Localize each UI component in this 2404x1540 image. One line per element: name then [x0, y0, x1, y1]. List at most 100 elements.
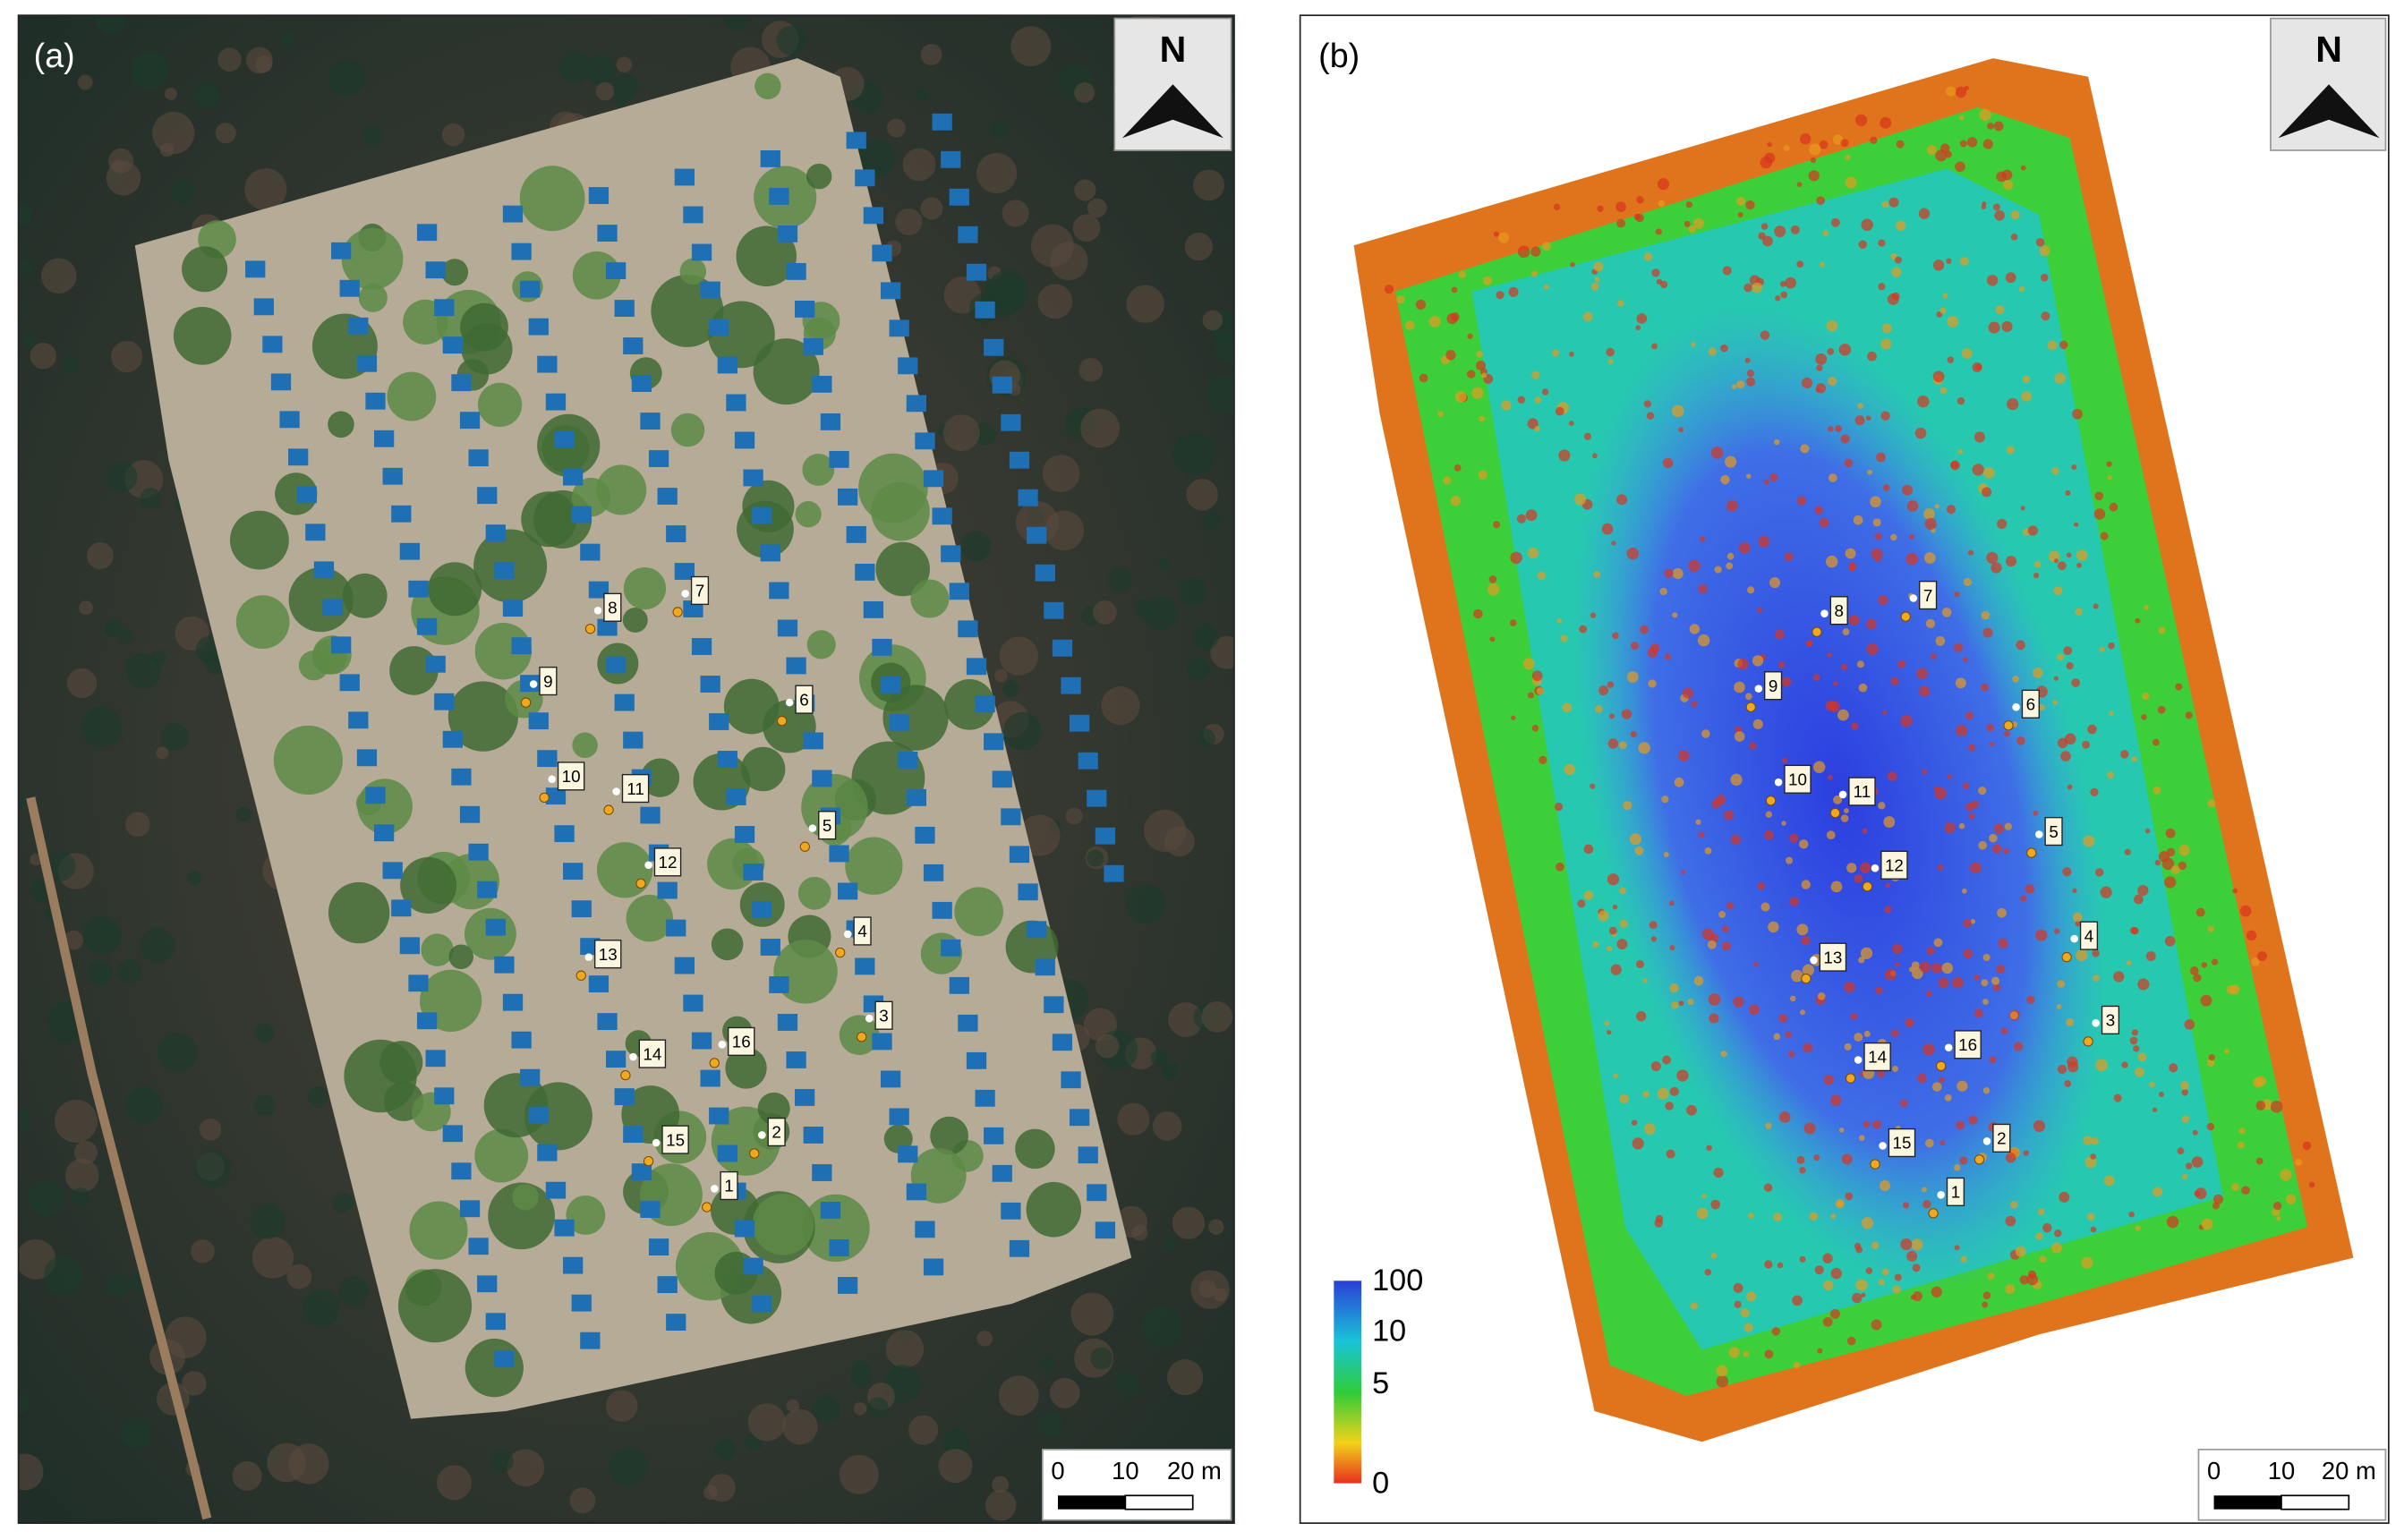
density-speck: [2014, 1042, 2024, 1051]
density-speck: [1932, 370, 1945, 383]
shrub: [773, 940, 838, 1004]
density-speck: [1693, 975, 1704, 986]
density-speck: [1854, 114, 1868, 127]
density-speck: [1632, 1137, 1644, 1150]
photo-footprint: [537, 355, 558, 373]
density-speck: [1720, 1051, 1727, 1058]
photo-footprint: [752, 506, 772, 524]
shrub: [512, 1184, 539, 1211]
density-speck: [2063, 646, 2073, 656]
check-point-target: [1944, 1043, 1953, 1052]
photo-footprint: [872, 638, 892, 656]
density-speck: [1809, 1212, 1819, 1221]
density-speck: [2006, 446, 2016, 455]
photo-footprint: [442, 1125, 463, 1143]
density-speck: [1604, 1020, 1609, 1026]
photo-footprint: [605, 262, 627, 279]
density-speck: [1800, 444, 1810, 454]
density-speck: [1493, 231, 1499, 237]
photo-footprint: [966, 1051, 987, 1069]
density-speck: [1944, 1093, 1952, 1102]
density-speck: [1488, 575, 1497, 583]
shrub: [400, 856, 457, 915]
density-speck: [1982, 1301, 1989, 1308]
point-label-box: [2079, 921, 2099, 950]
tree-crown: [194, 1150, 232, 1188]
photo-footprint: [545, 393, 567, 411]
density-speck: [1709, 1013, 1719, 1024]
photo-footprint: [872, 1033, 892, 1051]
density-speck: [1428, 315, 1441, 328]
photo-footprint: [391, 505, 412, 523]
photo-footprint: [640, 806, 661, 824]
density-speck: [1882, 710, 1888, 715]
tree-crown: [61, 355, 80, 374]
density-speck: [1765, 811, 1773, 818]
density-speck: [1845, 548, 1856, 559]
density-speck: [2076, 562, 2082, 568]
tree-crown: [1133, 598, 1153, 617]
check-point-target: [844, 930, 852, 939]
density-speck: [1756, 607, 1763, 613]
photo-footprint: [1095, 1221, 1116, 1239]
shrub: [460, 302, 508, 352]
point-label: 5: [2049, 822, 2058, 841]
density-speck: [2054, 372, 2066, 385]
density-speck: [1900, 1238, 1913, 1250]
density-speck: [2000, 1027, 2008, 1035]
density-speck: [2039, 245, 2050, 257]
density-speck: [1669, 1086, 1679, 1096]
photo-footprint: [1069, 714, 1090, 732]
photo-footprint: [717, 1144, 737, 1162]
photo-footprint: [554, 825, 575, 843]
photo-footprint: [434, 299, 455, 317]
shrub: [342, 573, 388, 618]
density-speck: [1955, 161, 1965, 173]
density-speck: [1851, 722, 1859, 730]
check-point: [603, 804, 614, 815]
density-speck: [1973, 974, 1981, 981]
density-speck: [1623, 801, 1633, 811]
density-speck: [1606, 347, 1615, 357]
density-speck: [1726, 562, 1734, 570]
density-speck: [1830, 1213, 1837, 1220]
photo-footprint: [520, 1068, 541, 1086]
density-speck: [1662, 457, 1674, 469]
photo-footprint: [743, 864, 763, 881]
density-speck: [1595, 705, 1603, 713]
tree-crown: [250, 1203, 286, 1239]
check-point: [1812, 626, 1822, 637]
point-label: 9: [543, 672, 552, 691]
density-speck: [1672, 612, 1678, 618]
density-speck: [2074, 522, 2079, 527]
density-speck: [1661, 796, 1669, 804]
density-speck: [1853, 515, 1863, 525]
density-speck: [2185, 711, 2193, 719]
density-speck: [1531, 670, 1543, 682]
density-speck: [1894, 256, 1902, 264]
check-point: [584, 624, 596, 634]
density-speck: [1973, 431, 1985, 443]
photo-footprint: [365, 392, 386, 410]
density-speck: [1508, 286, 1519, 297]
tree-crown: [437, 1465, 473, 1501]
tree-crown: [111, 340, 143, 373]
density-speck: [1796, 260, 1804, 268]
photo-footprint: [614, 1088, 635, 1106]
photo-footprint: [511, 1031, 532, 1049]
photo-footprint: [537, 1144, 558, 1161]
tree-crown: [490, 1449, 514, 1473]
point-label: 13: [1823, 948, 1842, 966]
density-speck: [2158, 626, 2166, 634]
density-speck: [1481, 372, 1488, 379]
density-speck: [2212, 1194, 2224, 1204]
point-label-box: [1863, 1042, 1891, 1072]
density-speck: [2020, 165, 2026, 171]
photo-footprint: [1087, 1184, 1107, 1202]
density-speck: [2241, 1186, 2250, 1195]
tree-crown: [1208, 1219, 1224, 1236]
photo-footprint: [923, 864, 944, 881]
density-speck: [1525, 509, 1538, 522]
photo-footprint: [494, 956, 515, 974]
density-speck: [1678, 427, 1684, 433]
